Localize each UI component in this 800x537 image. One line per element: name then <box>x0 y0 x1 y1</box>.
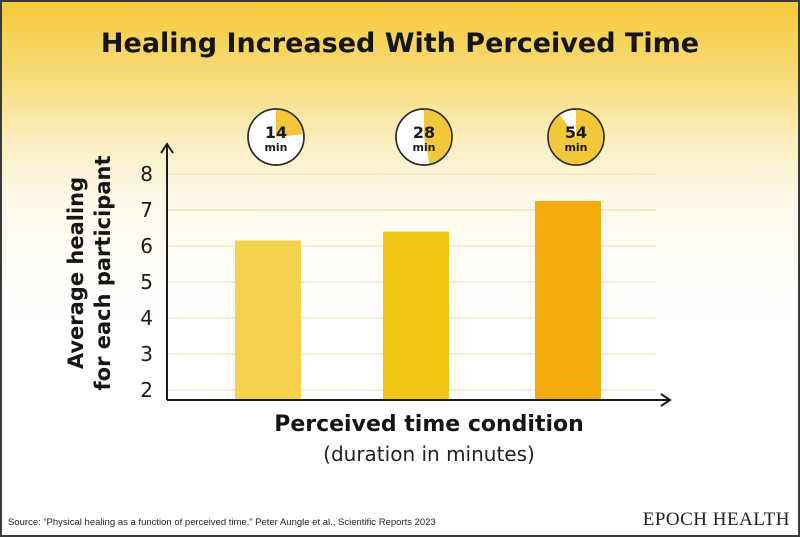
category-label: 28 <box>413 123 435 142</box>
brand-logo: EPOCH HEALTH <box>642 509 790 530</box>
bar <box>535 201 601 400</box>
timer-clock-fill <box>424 109 453 165</box>
bar <box>235 240 301 400</box>
timer-clock-outline <box>247 108 305 166</box>
category-unit-label: min <box>564 141 587 154</box>
category-label: 14 <box>265 123 287 142</box>
timer-clock-fill <box>548 109 605 166</box>
y-tick-label: 6 <box>140 234 153 258</box>
category-unit-label: min <box>264 141 287 154</box>
y-tick-label: 5 <box>140 270 153 294</box>
timer-clock-fill <box>276 109 304 137</box>
x-axis-arrow-icon <box>660 393 672 407</box>
category-label: 54 <box>565 123 587 142</box>
bar <box>383 231 449 400</box>
timer-clock-outline <box>395 108 453 166</box>
y-tick-label: 2 <box>140 378 153 402</box>
chart-title: Healing Increased With Perceived Time <box>100 28 700 59</box>
category-unit-label: min <box>412 141 435 154</box>
y-tick-label: 8 <box>140 162 153 186</box>
source-citation: Source: “Physical healing as a function … <box>8 517 436 528</box>
x-axis-label: Perceived time condition <box>274 412 584 437</box>
y-tick-label: 7 <box>140 198 153 222</box>
x-axis-sublabel: (duration in minutes) <box>323 442 535 466</box>
y-tick-label: 4 <box>140 306 153 330</box>
y-tick-label: 3 <box>140 342 153 366</box>
y-axis-arrow-icon <box>160 142 174 154</box>
timer-clock-outline <box>547 108 605 166</box>
